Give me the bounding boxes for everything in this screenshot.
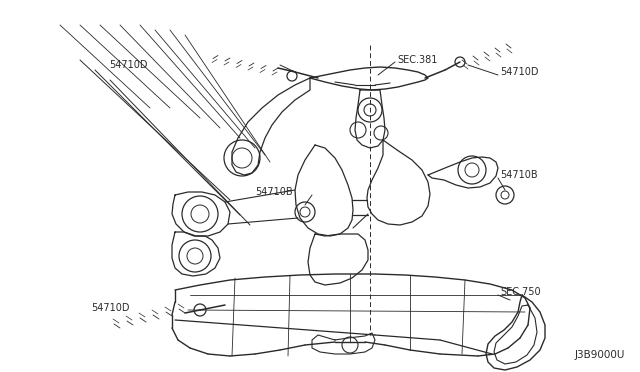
Text: 54710D: 54710D bbox=[109, 60, 148, 70]
Text: 54710D: 54710D bbox=[92, 303, 130, 313]
Text: 54710D: 54710D bbox=[500, 67, 538, 77]
Text: SEC.750: SEC.750 bbox=[500, 287, 541, 297]
Text: J3B9000U: J3B9000U bbox=[575, 350, 625, 360]
Text: 54710B: 54710B bbox=[255, 187, 292, 197]
Text: SEC.381: SEC.381 bbox=[397, 55, 437, 65]
Text: 54710B: 54710B bbox=[500, 170, 538, 180]
